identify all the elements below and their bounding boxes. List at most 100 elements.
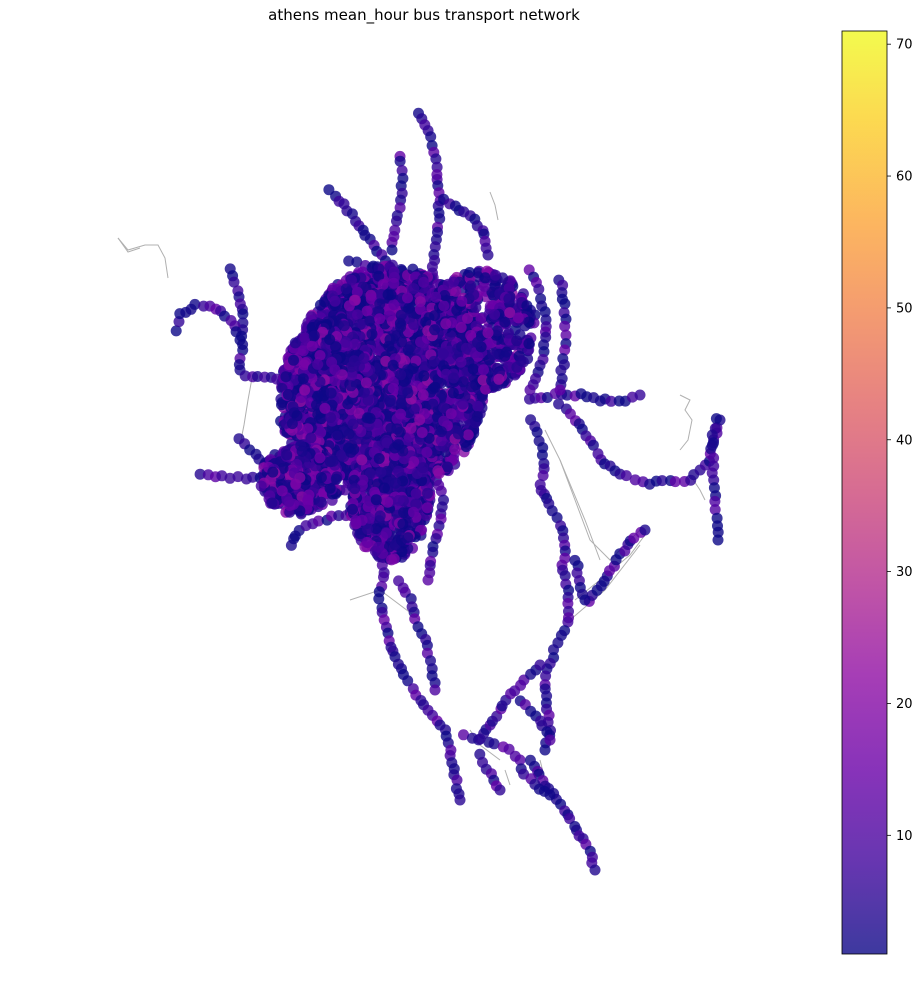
network-node [435,485,447,497]
network-node [441,461,453,473]
network-node [408,403,420,415]
network-node [434,213,446,225]
network-node [346,274,357,286]
network-node [564,813,576,825]
network-node [356,454,368,466]
network-node [548,644,559,656]
network-node [395,321,407,333]
network-node [276,399,287,411]
network-node [493,373,505,385]
network-node [414,296,426,308]
network-node [325,387,337,399]
network-node [405,422,417,434]
network-node [533,283,545,295]
network-node [477,374,489,386]
network-node [384,334,396,345]
network-node [311,399,322,411]
network-node [394,155,406,167]
network-node [338,320,350,332]
network-node [427,398,439,410]
network-edge [559,459,601,561]
network-node [317,326,328,338]
network-node [559,320,571,332]
network-node [429,324,441,336]
network-node [478,364,489,376]
network-node [312,390,324,402]
network-node [511,335,523,347]
network-node [362,394,374,406]
network-node [366,328,378,340]
network-node [332,429,344,441]
network-node [353,407,365,419]
network-node [306,340,318,352]
network-node [472,337,483,348]
network-node [391,423,403,435]
network-node [408,319,420,330]
network-node [491,325,503,337]
network-node [325,412,337,424]
network-node [395,408,407,420]
network-node [194,468,206,480]
network-node [504,307,516,319]
network-edge [117,237,141,253]
network-node [435,435,447,447]
network-node [471,411,483,422]
network-node [308,330,320,342]
network-node [559,344,571,356]
network-node [299,384,311,396]
network-node [482,249,494,261]
network-node [414,303,426,315]
network-node [605,395,617,407]
network-node [656,475,668,487]
network-node [352,309,363,321]
network-node [314,350,326,361]
network-node [472,400,484,412]
network-node [421,639,433,651]
network-node [494,784,506,796]
network-node [468,289,480,301]
network-node [544,789,556,801]
network-node [419,361,431,373]
network-edge [504,769,511,786]
network-node [457,376,469,388]
network-node [709,504,721,516]
network-node [450,285,462,297]
network-node [364,468,376,480]
network-node [230,326,242,338]
network-node [438,300,450,312]
network-node [539,744,551,756]
network-node [382,289,394,301]
network-node [553,398,565,410]
network-node [429,684,441,696]
network-node [420,316,432,328]
network-node [395,397,407,409]
network-node [587,439,599,451]
network-node [386,244,398,256]
network-node [343,428,355,440]
network-node [237,344,249,356]
network-node [589,864,601,876]
network-node [388,299,400,311]
network-node [531,426,543,438]
network-node [523,338,535,350]
network-node [386,236,398,248]
network-node [418,276,430,288]
network-node [430,153,442,165]
network-node [489,308,501,320]
network-node [440,318,452,330]
network-node [435,426,447,438]
network-node [362,412,373,424]
network-node [448,372,459,384]
network-node [465,280,477,292]
network-node [449,444,461,455]
network-node [351,256,363,268]
network-node [342,398,354,410]
network-node [442,278,454,290]
network-node [708,452,720,464]
network-node [539,306,551,318]
network-node [312,358,324,370]
network-node [402,387,414,399]
network-node [523,316,535,328]
network-node [430,291,442,303]
